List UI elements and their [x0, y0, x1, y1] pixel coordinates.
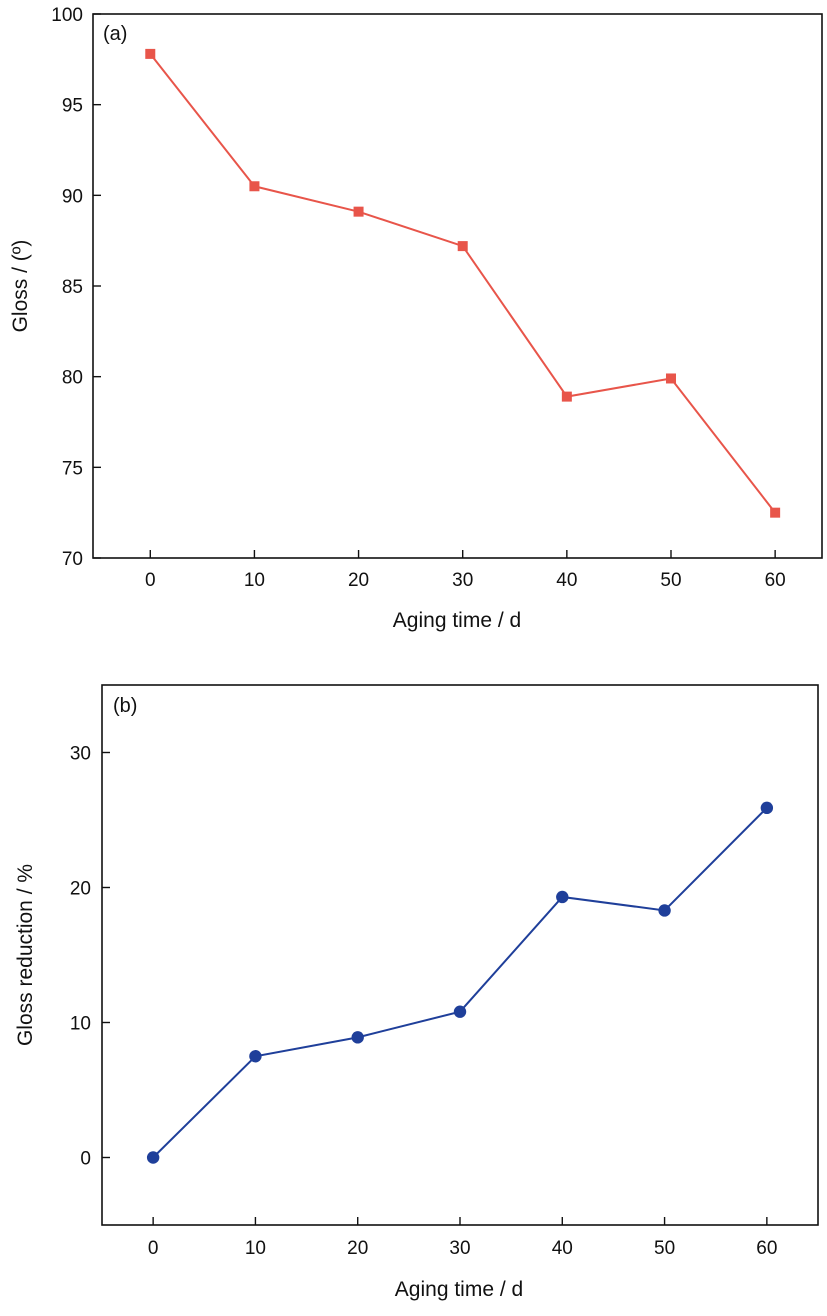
y-axis-title-a: Gloss / (º): [9, 240, 32, 333]
y-axis-title-b: Gloss reduction / %: [14, 864, 37, 1046]
chart-panel-a: (a) Aging time / d Gloss / (º) 0 10 20 30 40…: [9, 5, 823, 632]
x-tick-label-a-20: 20: [348, 570, 369, 591]
series-layer-a: [145, 48, 781, 518]
x-axis-ticks-a: 0 10 20 30 40 50 60: [145, 550, 786, 591]
x-tick-label-a-50: 50: [660, 570, 681, 591]
x-tick-label-b-0: 0: [148, 1238, 159, 1259]
y-tick-label-a-80: 80: [62, 368, 83, 389]
panel-label-a: (a): [103, 23, 127, 45]
y-tick-label-a-95: 95: [62, 96, 83, 117]
y-tick-label-a-100: 100: [51, 5, 83, 26]
y-tick-label-a-70: 70: [62, 549, 83, 570]
x-tick-label-a-10: 10: [244, 570, 265, 591]
x-tick-label-a-40: 40: [556, 570, 577, 591]
plot-frame-b: [101, 684, 819, 1226]
chart-panel-b: (b) Aging time / d Gloss reduction / % 0…: [14, 684, 819, 1301]
plot-frame-a: [92, 13, 823, 559]
data-point-b-10: [249, 1050, 262, 1063]
x-tick-label-b-60: 60: [756, 1238, 777, 1259]
series-layer-b: [146, 801, 774, 1164]
series-line-a: [149, 53, 776, 514]
x-tick-label-b-20: 20: [347, 1238, 368, 1259]
x-axis-title-a: Aging time / d: [393, 609, 521, 632]
data-point-b-20: [351, 1031, 364, 1044]
y-axis-ticks-a: 70 75 80 85 90 95 100: [51, 5, 101, 570]
x-tick-label-b-40: 40: [552, 1238, 573, 1259]
x-tick-label-b-50: 50: [654, 1238, 675, 1259]
y-tick-label-a-75: 75: [62, 458, 83, 479]
series-line-b: [152, 807, 768, 1159]
x-axis-title-b: Aging time / d: [395, 1278, 523, 1301]
y-tick-label-b-30: 30: [70, 744, 91, 765]
data-point-a-30: [457, 241, 468, 252]
y-axis-ticks-b: 0 10 20 30: [70, 744, 110, 1170]
x-axis-ticks-b: 0 10 20 30 40 50 60: [148, 1217, 777, 1259]
x-tick-label-a-0: 0: [145, 570, 156, 591]
data-point-b-30: [453, 1005, 467, 1018]
y-tick-label-b-10: 10: [70, 1014, 91, 1035]
y-tick-label-a-90: 90: [62, 186, 83, 207]
data-point-a-40: [561, 391, 572, 402]
x-tick-label-a-30: 30: [452, 570, 473, 591]
data-point-a-60: [770, 507, 781, 518]
data-point-a-0: [145, 48, 156, 59]
y-tick-label-b-20: 20: [70, 879, 91, 900]
x-tick-label-a-60: 60: [765, 570, 786, 591]
data-point-a-10: [249, 181, 260, 192]
data-point-a-20: [353, 206, 364, 217]
y-tick-label-b-0: 0: [80, 1149, 91, 1170]
data-point-b-0: [146, 1151, 160, 1164]
data-point-b-60: [760, 801, 774, 815]
panel-label-b: (b): [113, 695, 137, 717]
data-point-a-50: [665, 373, 676, 384]
y-tick-label-a-85: 85: [62, 277, 83, 298]
data-point-b-40: [556, 890, 569, 904]
x-tick-label-b-10: 10: [245, 1238, 266, 1259]
x-tick-label-b-30: 30: [449, 1238, 470, 1259]
data-point-b-50: [658, 904, 671, 917]
